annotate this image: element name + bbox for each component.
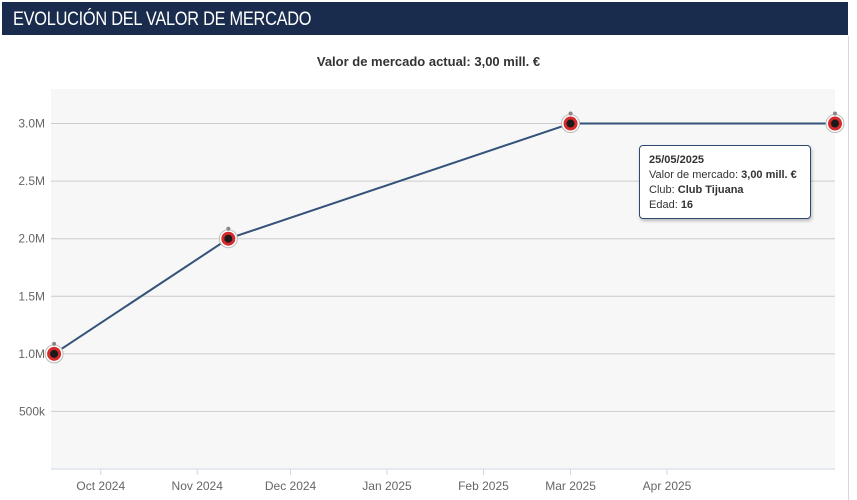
tooltip-age: 16: [680, 199, 694, 211]
tooltip-age-label: Edad:: [649, 199, 678, 211]
tooltip-value-row: Valor de mercado: 3,00 mill. €: [649, 168, 801, 183]
tooltip-value: 3,00 mill. €: [741, 169, 797, 181]
y-tick-label: 1.5M: [18, 289, 45, 303]
chart-tooltip: 25/05/2025 Valor de mercado: 3,00 mill. …: [639, 145, 811, 219]
x-tick-label: Mar 2025: [545, 479, 596, 493]
data-point-crest-icon[interactable]: [561, 111, 581, 134]
header-title: EVOLUCIÓN DEL VALOR DE MERCADO: [13, 9, 312, 30]
data-point-crest-icon[interactable]: [218, 226, 238, 249]
tooltip-date: 25/05/2025: [649, 154, 705, 166]
data-point-crest-icon[interactable]: [44, 341, 64, 364]
x-tick-label: Jan 2025: [362, 479, 412, 493]
chart-title: Valor de mercado actual: 3,00 mill. €: [316, 54, 541, 69]
x-tick-label: Dec 2024: [265, 479, 317, 493]
x-tick-label: Apr 2025: [643, 479, 692, 493]
y-tick-label: 1.0M: [18, 347, 45, 361]
tooltip-value-label: Valor de mercado:: [649, 169, 739, 181]
panel-border: [848, 36, 849, 500]
tooltip-club-label: Club:: [649, 184, 675, 196]
data-point-crest-icon[interactable]: [825, 111, 845, 134]
y-tick-label: 2.5M: [18, 174, 45, 188]
tooltip-club-row: Club: Club Tijuana: [649, 183, 801, 198]
tooltip-club: Club Tijuana: [677, 184, 744, 196]
tooltip-age-row: Edad: 16: [649, 198, 801, 213]
header-bar: EVOLUCIÓN DEL VALOR DE MERCADO: [2, 2, 848, 35]
y-tick-label: 3.0M: [18, 117, 45, 131]
y-tick-label: 2.0M: [18, 232, 45, 246]
x-tick-label: Feb 2025: [458, 479, 509, 493]
x-tick-label: Nov 2024: [172, 479, 224, 493]
x-tick-label: Oct 2024: [76, 479, 125, 493]
series-line: [53, 122, 835, 355]
y-tick-label: 500k: [19, 404, 46, 418]
